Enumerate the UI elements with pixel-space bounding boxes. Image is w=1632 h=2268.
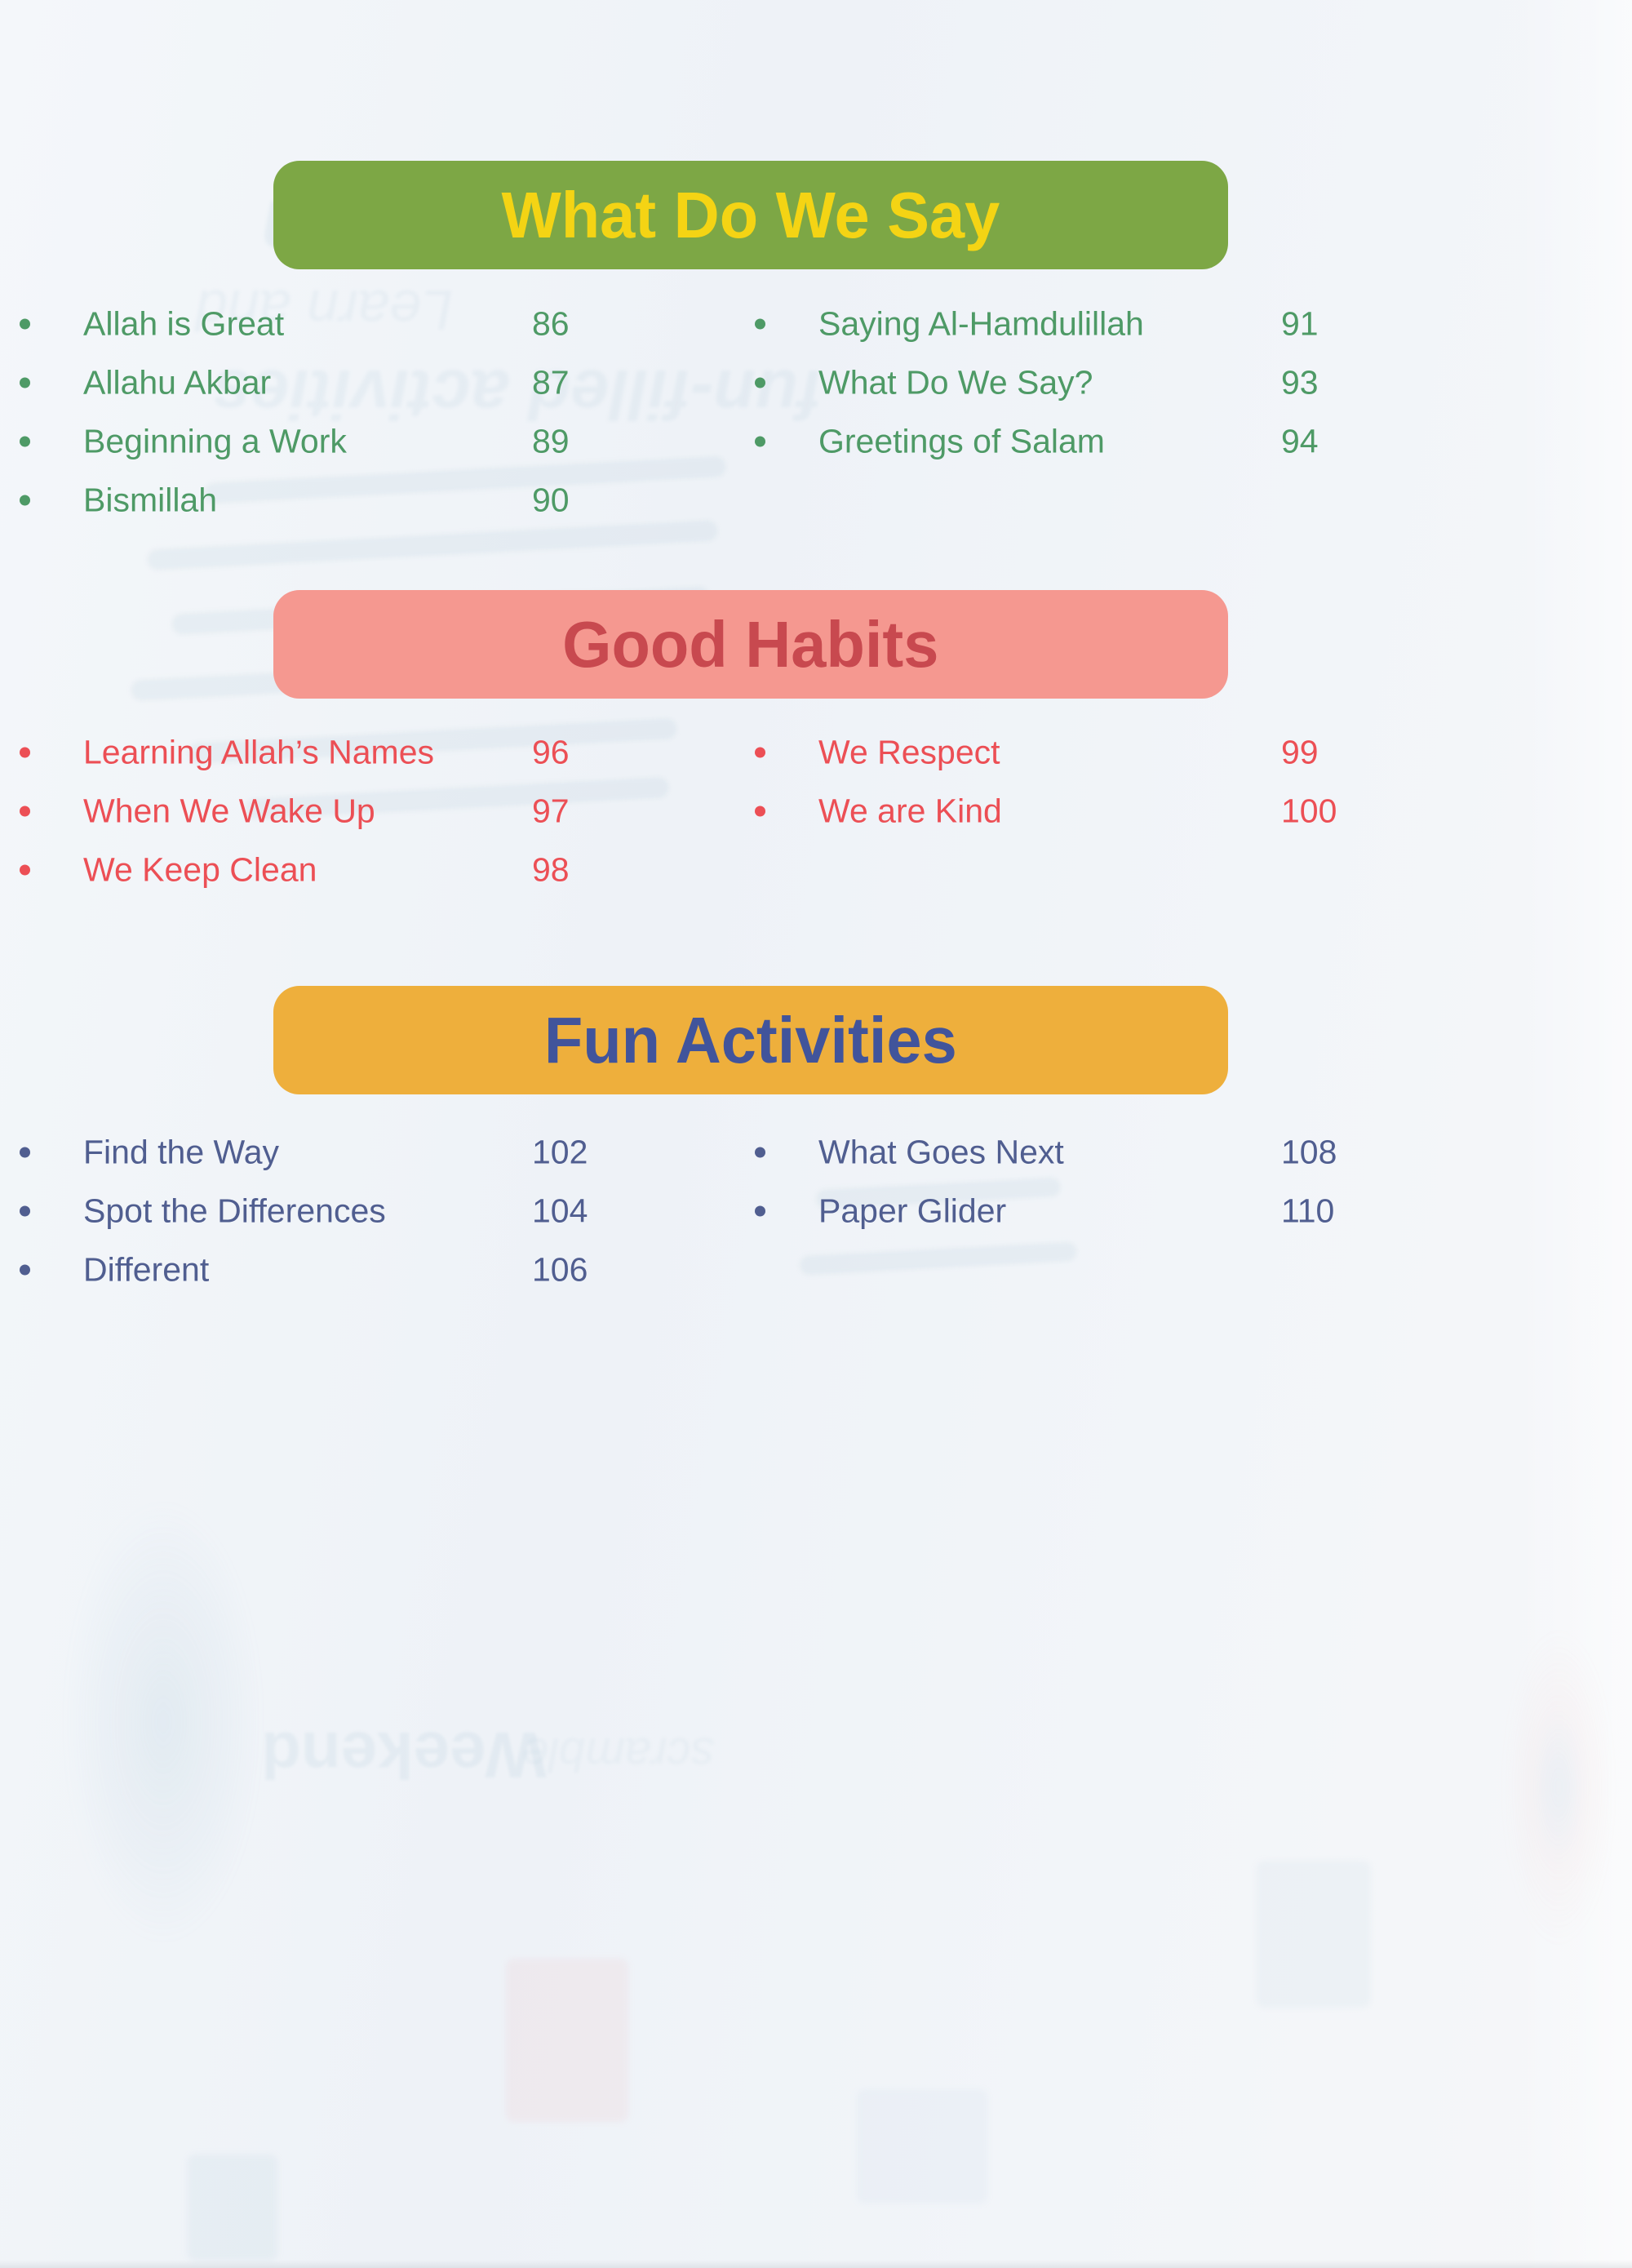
entry-label: We Keep Clean xyxy=(83,850,317,889)
toc-entry: What Do We Say? 93 xyxy=(753,353,1398,412)
toc-entry: Paper Glider 110 xyxy=(753,1182,1398,1241)
toc-entry: Allah is Great 86 xyxy=(18,295,663,353)
toc-entry: We are Kind 100 xyxy=(753,782,1398,841)
entry-label: Find the Way xyxy=(83,1133,280,1171)
entry-page-number: 87 xyxy=(532,363,570,402)
toc-entry: Saying Al-Hamdulillah 91 xyxy=(753,295,1398,353)
bullet-icon xyxy=(20,1147,30,1158)
toc-entry: Learning Allah’s Names 96 xyxy=(18,723,663,782)
bullet-icon xyxy=(20,806,30,817)
section-banner-what-do-we-say: What Do We Say xyxy=(273,161,1228,269)
entry-label: Beginning a Work xyxy=(83,422,347,460)
entry-page-number: 99 xyxy=(1281,733,1319,771)
entry-page-number: 86 xyxy=(532,304,570,343)
toc-entry: When We Wake Up 97 xyxy=(18,782,663,841)
entry-label: Allahu Akbar xyxy=(83,363,272,402)
ghost-block xyxy=(1257,1861,1371,2008)
bullet-icon xyxy=(755,747,765,758)
toc-list-good-habits: Learning Allah’s Names 96 When We Wake U… xyxy=(0,723,1632,911)
bullet-icon xyxy=(755,436,765,447)
bullet-icon xyxy=(20,1205,30,1217)
bullet-icon xyxy=(20,864,30,876)
bullet-icon xyxy=(755,806,765,817)
section-title: What Do We Say xyxy=(501,178,1000,251)
bullet-icon xyxy=(755,318,765,330)
section-banner-fun-activities: Fun Activities xyxy=(273,986,1228,1094)
entry-label: Allah is Great xyxy=(83,304,285,343)
bullet-icon xyxy=(20,747,30,758)
toc-entry: What Goes Next 108 xyxy=(753,1123,1398,1182)
entry-label: Saying Al-Hamdulillah xyxy=(818,304,1144,343)
toc-list-fun-activities: Find the Way 102 Spot the Differences 10… xyxy=(0,1123,1632,1311)
bullet-icon xyxy=(20,318,30,330)
entry-page-number: 104 xyxy=(532,1192,588,1230)
ghost-text: Weekend xyxy=(261,1719,547,1791)
entry-label: When We Wake Up xyxy=(83,792,375,830)
entry-label: What Goes Next xyxy=(818,1133,1064,1171)
bullet-icon xyxy=(755,1147,765,1158)
ghost-block xyxy=(857,2089,987,2204)
bullet-icon xyxy=(755,377,765,388)
entry-page-number: 90 xyxy=(532,481,570,519)
entry-label: Learning Allah’s Names xyxy=(83,733,434,771)
entry-label: Different xyxy=(83,1250,210,1289)
toc-column-right: We Respect 99 We are Kind 100 xyxy=(753,723,1398,841)
ghost-figure-left xyxy=(24,1412,302,2032)
entry-page-number: 91 xyxy=(1281,304,1319,343)
entry-label: We are Kind xyxy=(818,792,1002,830)
toc-column-left: Learning Allah’s Names 96 When We Wake U… xyxy=(18,723,663,899)
toc-column-left: Find the Way 102 Spot the Differences 10… xyxy=(18,1123,663,1299)
toc-entry: Spot the Differences 104 xyxy=(18,1182,663,1241)
section-banner-good-habits: Good Habits xyxy=(273,590,1228,699)
toc-entry: Find the Way 102 xyxy=(18,1123,663,1182)
entry-page-number: 93 xyxy=(1281,363,1319,402)
ghost-block xyxy=(506,1959,628,2122)
toc-column-left: Allah is Great 86 Allahu Akbar 87 Beginn… xyxy=(18,295,663,530)
section-title: Good Habits xyxy=(562,607,939,681)
toc-entry: Beginning a Work 89 xyxy=(18,412,663,471)
section-title: Fun Activities xyxy=(544,1003,957,1076)
entry-page-number: 89 xyxy=(532,422,570,460)
toc-column-right: Saying Al-Hamdulillah 91 What Do We Say?… xyxy=(753,295,1398,471)
bullet-icon xyxy=(755,1205,765,1217)
entry-label: We Respect xyxy=(818,733,1000,771)
entry-page-number: 102 xyxy=(532,1133,588,1171)
bullet-icon xyxy=(20,495,30,506)
entry-page-number: 100 xyxy=(1281,792,1337,830)
toc-entry: Greetings of Salam 94 xyxy=(753,412,1398,471)
entry-label: Paper Glider xyxy=(818,1192,1007,1230)
bullet-icon xyxy=(20,436,30,447)
toc-entry: We Respect 99 xyxy=(753,723,1398,782)
toc-column-right: What Goes Next 108 Paper Glider 110 xyxy=(753,1123,1398,1241)
ghost-text: scramble xyxy=(522,1728,715,1781)
entry-label: Greetings of Salam xyxy=(818,422,1105,460)
toc-list-what-do-we-say: Allah is Great 86 Allahu Akbar 87 Beginn… xyxy=(0,295,1632,539)
entry-page-number: 96 xyxy=(532,733,570,771)
bullet-icon xyxy=(20,1264,30,1276)
entry-label: What Do We Say? xyxy=(818,363,1093,402)
entry-label: Bismillah xyxy=(83,481,218,519)
toc-entry: Different 106 xyxy=(18,1241,663,1299)
entry-page-number: 98 xyxy=(532,850,570,889)
entry-page-number: 110 xyxy=(1281,1192,1335,1230)
toc-entry: We Keep Clean 98 xyxy=(18,841,663,899)
entry-label: Spot the Differences xyxy=(83,1192,386,1230)
bullet-icon xyxy=(20,377,30,388)
toc-entry: Bismillah 90 xyxy=(18,471,663,530)
toc-entry: Allahu Akbar 87 xyxy=(18,353,663,412)
entry-page-number: 108 xyxy=(1281,1133,1337,1171)
ghost-figure-right xyxy=(1485,1575,1632,1999)
entry-page-number: 106 xyxy=(532,1250,588,1289)
entry-page-number: 94 xyxy=(1281,422,1319,460)
ghost-block xyxy=(188,2155,277,2261)
entry-page-number: 97 xyxy=(532,792,570,830)
